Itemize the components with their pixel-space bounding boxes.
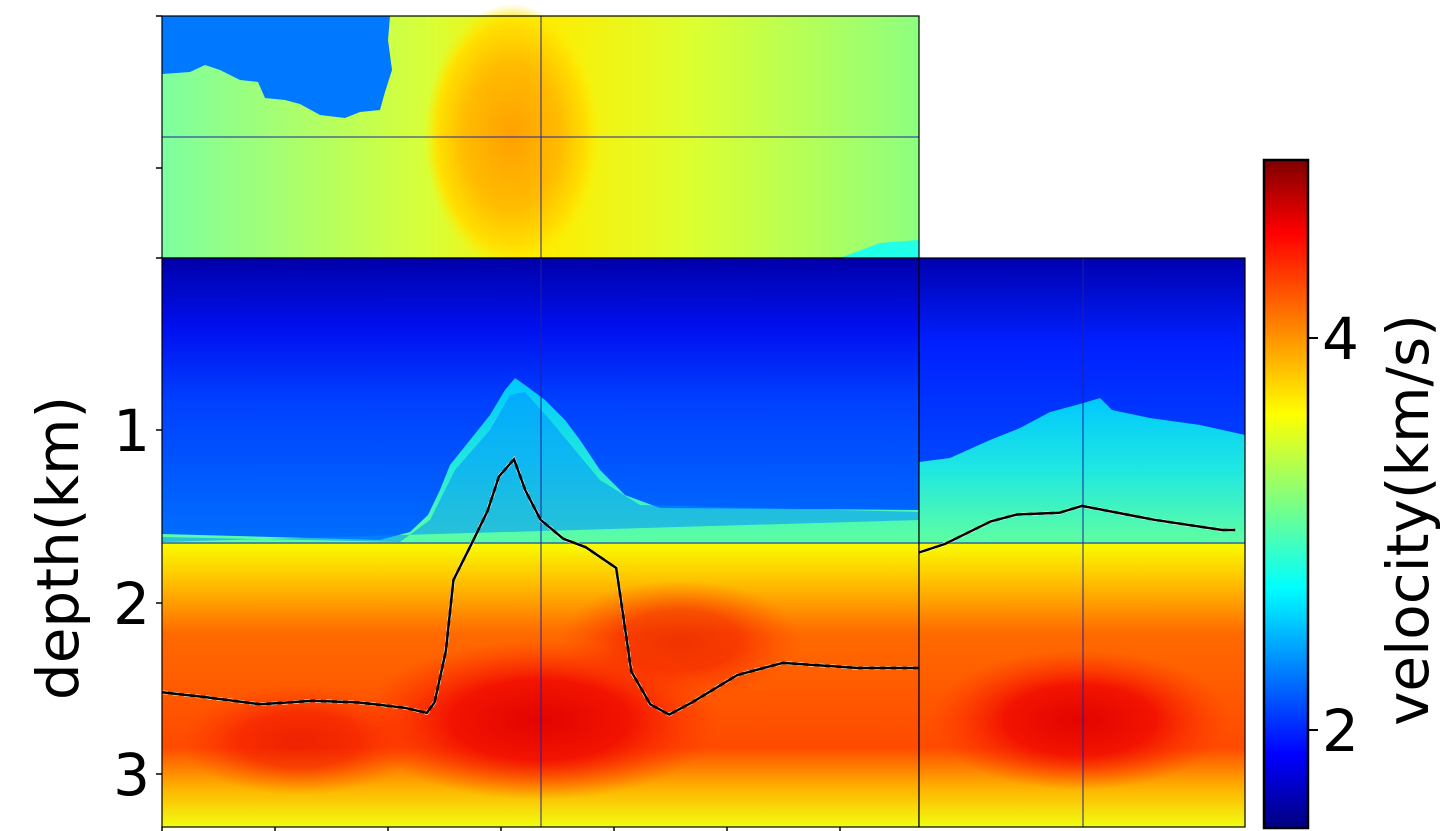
bottom-axis-ticks [161,827,841,831]
colorbar-title: velocity(km/s) [1374,314,1440,726]
crossline-section-panel [918,257,1246,828]
colorbar-frame [1262,158,1310,830]
depth-slice-high-velocity-zone [424,4,600,268]
left-axis-ticks [156,15,162,775]
depth-slice-cyan-edge [840,240,919,258]
crossline-horizon-lines [918,504,1236,555]
crossline-section-frame [918,257,1246,828]
colorbar-gradient [1264,160,1308,828]
inline-horizon-lines [161,455,919,717]
y-tick-label: 2 [113,570,150,638]
colorbar: 4 2 velocity(km/s) [1262,158,1440,830]
y-tick-label: 1 [113,397,150,465]
y-tick-labels: 1 2 3 [113,397,150,809]
colorbar-tick-label: 2 [1322,697,1359,765]
crossline-horizon-line [918,504,1236,554]
colorbar-tick-label: 4 [1322,305,1359,373]
crossline-transition-zone [919,398,1245,544]
y-tick-label: 3 [113,741,150,809]
depth-slice-panel [161,4,920,268]
inline-horizon-line [161,456,919,717]
crossline-hot-core [930,650,1230,790]
inline-section-panel [161,257,920,828]
depth-slice-low-velocity-zone [162,16,392,118]
y-axis-title: depth(km) [24,396,92,700]
